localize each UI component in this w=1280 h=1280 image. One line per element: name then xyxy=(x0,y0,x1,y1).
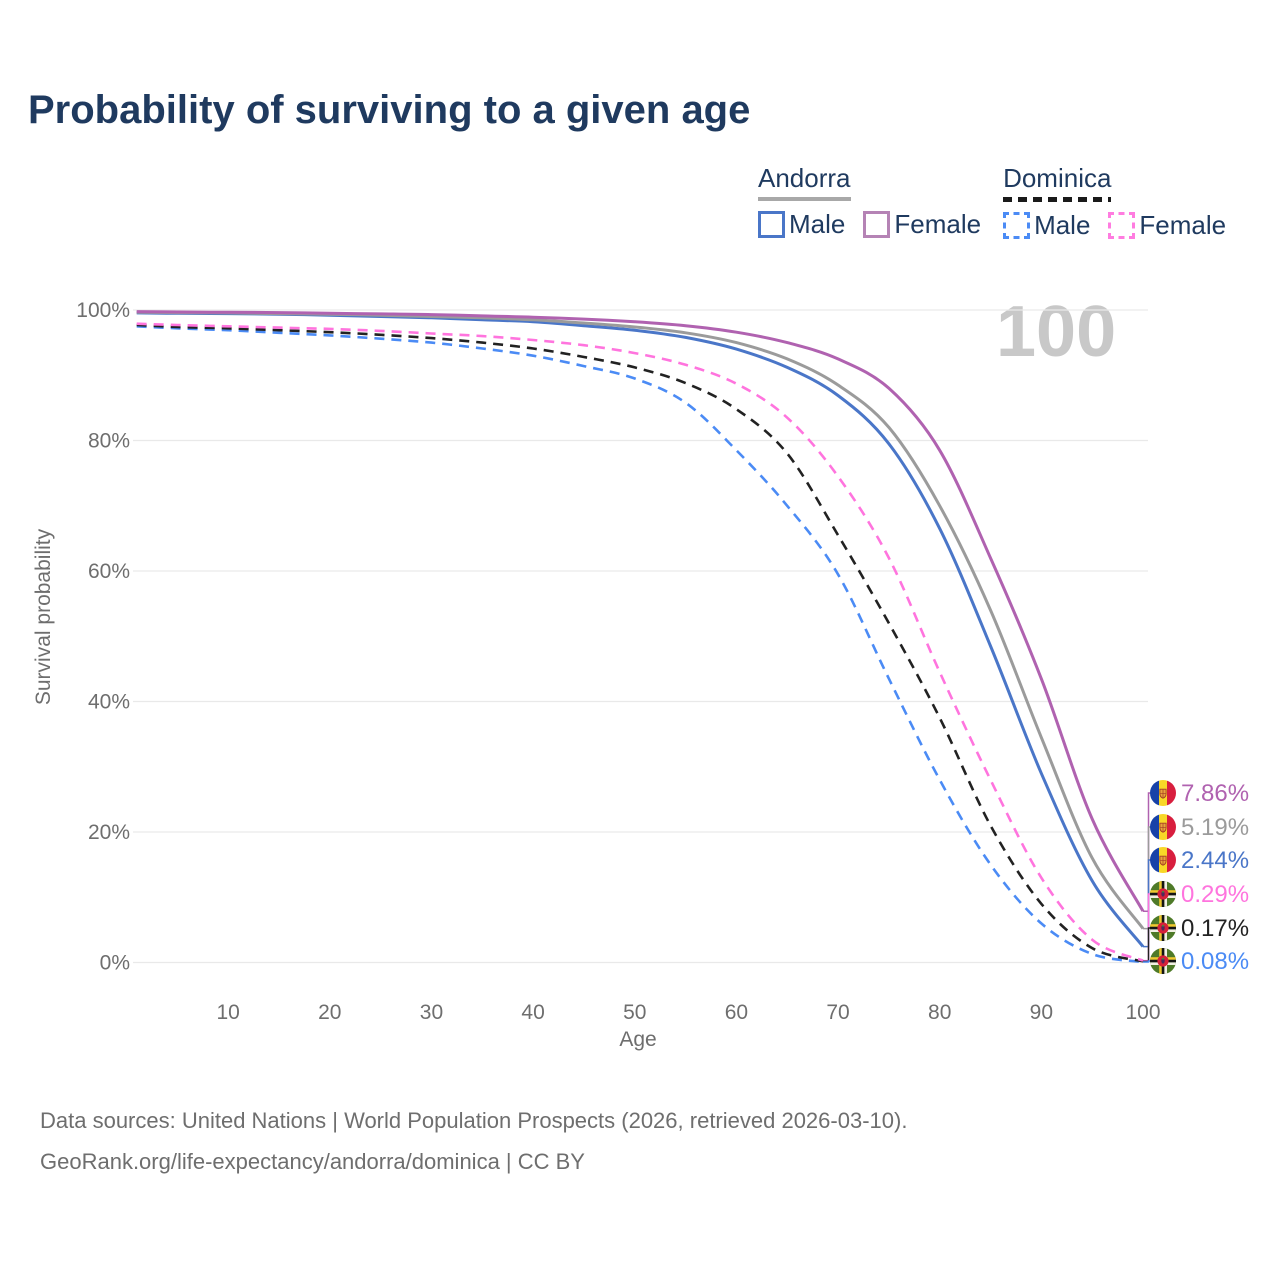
legend-items-andorra: Male Female xyxy=(758,209,981,240)
legend-country-andorra[interactable]: Andorra xyxy=(758,163,851,201)
end-label-value: 0.08% xyxy=(1181,948,1249,975)
legend-item-andorra-female[interactable]: Female xyxy=(863,209,981,240)
curve-andorra-both-sexes xyxy=(136,310,1145,930)
axis-tick-layer: 100% 80% 60% 40% 20% 0% 10 20 30 40 50 60 70 80 90 100 xyxy=(76,299,1160,1024)
age-watermark: 100 xyxy=(996,292,1117,372)
legend: Andorra Male Female Dominica xyxy=(758,163,1226,241)
dominica-flag-icon xyxy=(1150,948,1176,974)
andorra-male-swatch-icon xyxy=(758,211,785,238)
x-axis-title: Age xyxy=(619,1028,657,1051)
footer-data-sources: Data sources: United Nations | World Pop… xyxy=(40,1108,908,1133)
x-tick-label: 20 xyxy=(318,1001,341,1024)
curve-andorra-female xyxy=(136,310,1145,912)
dominica-male-swatch-icon xyxy=(1003,212,1031,239)
end-label-value: 0.29% xyxy=(1181,881,1249,908)
end-label-connector xyxy=(1143,927,1152,963)
x-tick-label: 50 xyxy=(623,1001,646,1024)
y-tick-label: 40% xyxy=(88,691,130,714)
x-tick-label: 90 xyxy=(1030,1001,1053,1024)
end-label-layer: 7.86% 5.19% 2.44% 0.29% 0.17% 0.08% xyxy=(1143,780,1249,975)
end-label-value: 2.44% xyxy=(1181,847,1249,874)
legend-item-dominica-male[interactable]: Male xyxy=(1003,210,1090,241)
x-tick-label: 10 xyxy=(216,1001,239,1024)
andorra-flag-icon xyxy=(1150,847,1176,873)
legend-country-label: Andorra xyxy=(758,163,851,193)
legend-item-label: Male xyxy=(789,209,846,239)
legend-group-dominica: Dominica Male Female xyxy=(1003,163,1226,241)
x-tick-label: 40 xyxy=(521,1001,544,1024)
legend-country-dominica[interactable]: Dominica xyxy=(1003,163,1112,202)
curve-dominica-male xyxy=(136,325,1144,964)
legend-items-dominica: Male Female xyxy=(1003,210,1226,241)
dominica-dashed-line-icon xyxy=(1003,197,1112,202)
legend-item-label: Female xyxy=(1139,210,1227,240)
y-tick-label: 100% xyxy=(76,299,130,322)
andorra-female-swatch-icon xyxy=(863,211,891,238)
x-tick-label: 30 xyxy=(420,1001,443,1024)
legend-country-label: Dominica xyxy=(1003,163,1112,193)
legend-item-label: Female xyxy=(894,209,982,239)
andorra-flag-icon xyxy=(1150,780,1176,806)
x-tick-label: 60 xyxy=(725,1001,748,1024)
x-tick-label: 70 xyxy=(826,1001,849,1024)
curve-layer xyxy=(136,310,1145,964)
legend-item-andorra-male[interactable]: Male xyxy=(758,209,845,240)
end-label-value: 5.19% xyxy=(1181,814,1249,841)
end-label-value: 7.86% xyxy=(1181,780,1249,807)
end-label-value: 0.17% xyxy=(1181,915,1249,942)
grid-layer xyxy=(133,309,1148,964)
y-tick-label: 0% xyxy=(100,952,130,975)
y-axis-title: Survival probability xyxy=(32,528,55,706)
andorra-flag-icon xyxy=(1150,814,1176,840)
y-tick-label: 80% xyxy=(88,430,130,453)
curve-andorra-male xyxy=(136,311,1145,948)
andorra-solid-line-icon xyxy=(758,197,851,201)
legend-item-label: Male xyxy=(1034,210,1091,240)
dominica-flag-icon xyxy=(1150,881,1176,907)
y-tick-label: 20% xyxy=(88,821,130,844)
x-tick-label: 80 xyxy=(928,1001,951,1024)
curve-dominica-both-sexes xyxy=(136,323,1144,963)
footer-attribution: GeoRank.org/life-expectancy/andorra/domi… xyxy=(40,1149,585,1174)
legend-item-dominica-female[interactable]: Female xyxy=(1108,210,1226,241)
page-title: Probability of surviving to a given age xyxy=(28,88,751,132)
legend-group-andorra: Andorra Male Female xyxy=(758,163,981,241)
x-tick-label: 100 xyxy=(1125,1001,1160,1024)
y-tick-label: 60% xyxy=(88,560,130,583)
dominica-female-swatch-icon xyxy=(1108,212,1136,239)
curve-dominica-female xyxy=(136,322,1144,962)
end-label-connector xyxy=(1143,859,1152,948)
end-label-connector xyxy=(1143,826,1152,930)
dominica-flag-icon xyxy=(1150,915,1176,941)
